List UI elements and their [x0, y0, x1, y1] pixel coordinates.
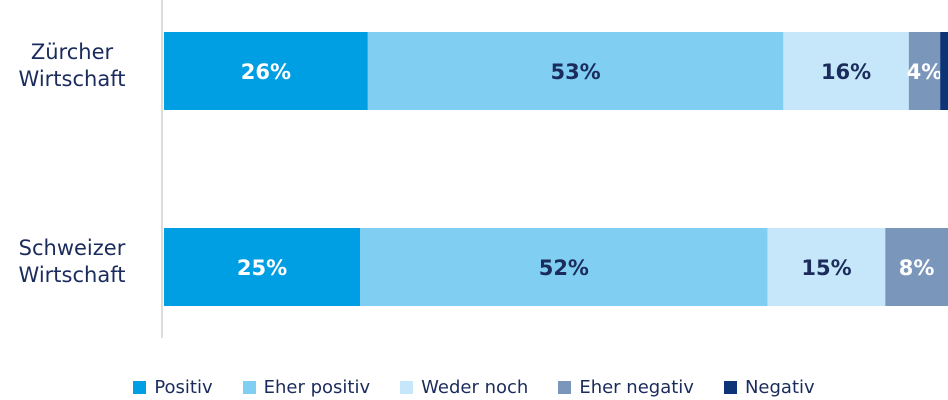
- legend-label: Positiv: [154, 376, 213, 398]
- legend-swatch: [723, 380, 737, 394]
- bar-segment: [164, 228, 360, 306]
- legend-swatch: [242, 380, 256, 394]
- legend-swatch: [558, 380, 572, 394]
- data-label: 8%: [899, 256, 935, 280]
- data-label: 4%: [907, 60, 943, 84]
- data-label: 16%: [821, 60, 871, 84]
- legend-item: Eher positiv: [242, 374, 371, 400]
- data-label: 15%: [801, 256, 851, 280]
- legend-label: Weder noch: [421, 376, 529, 398]
- bar-segment: [360, 228, 768, 306]
- legend-swatch: [133, 380, 147, 394]
- category-label: Zürcher Wirtschaft: [19, 40, 126, 91]
- legend-item: Positiv: [133, 374, 213, 400]
- bar-segment: [940, 32, 948, 110]
- bar-segment: [164, 32, 368, 110]
- data-label: 53%: [550, 60, 600, 84]
- bar-segment: [767, 228, 886, 306]
- legend-label: Eher negativ: [579, 376, 694, 398]
- legend-label: Eher positiv: [263, 376, 371, 398]
- legend-swatch: [400, 380, 414, 394]
- legend-label: Negativ: [744, 376, 815, 398]
- bar-segment: [367, 32, 784, 110]
- bar-segment: [885, 228, 948, 306]
- data-label: 26%: [241, 60, 291, 84]
- legend: Positiv Eher positiv Weder noch Eher negati…: [0, 374, 948, 400]
- bar-segment: [908, 32, 941, 110]
- legend-item: Weder noch: [400, 374, 528, 400]
- legend-item: Eher negativ: [558, 374, 694, 400]
- data-label: 25%: [237, 256, 287, 280]
- data-label: 52%: [539, 256, 589, 280]
- legend-item: Negativ: [723, 374, 815, 400]
- category-label: Schweizer Wirtschaft: [19, 236, 126, 287]
- bar-segment: [783, 32, 909, 110]
